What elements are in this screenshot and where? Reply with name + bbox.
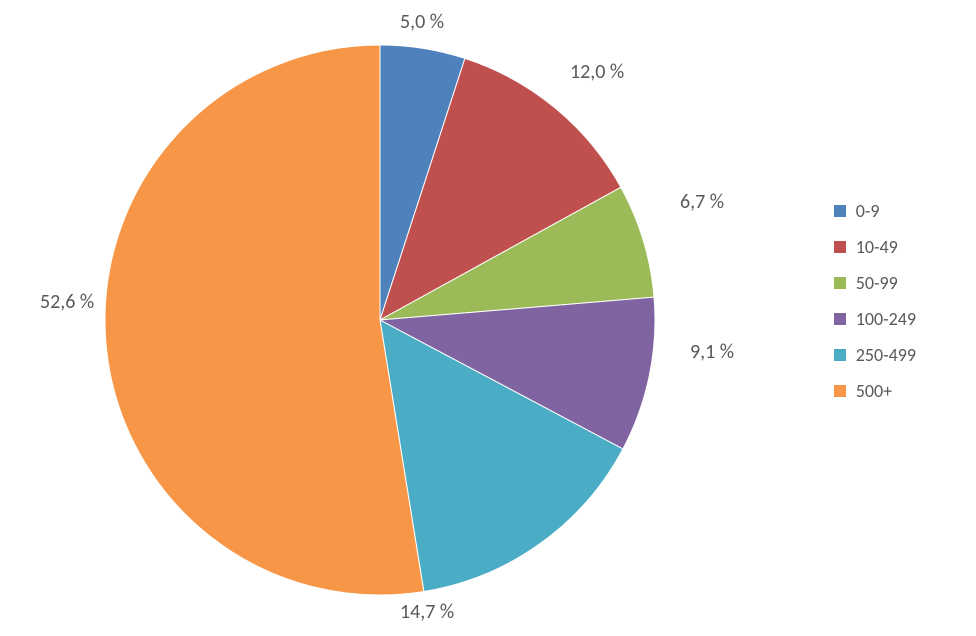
legend-label-50-99: 50-99 [856, 272, 898, 294]
legend-item-250-499: 250-499 [834, 344, 916, 366]
legend-item-50-99: 50-99 [834, 272, 916, 294]
pie-slices-group [105, 45, 655, 595]
legend-swatch-50-99 [834, 277, 846, 289]
legend-item-10-49: 10-49 [834, 236, 916, 258]
legend-label-100-249: 100-249 [856, 308, 916, 330]
legend-swatch-100-249 [834, 313, 846, 325]
pie-chart-svg [0, 0, 976, 636]
slice-label-100-249: 9,1 % [690, 340, 734, 364]
slice-label-50-99: 6,7 % [680, 190, 724, 214]
legend-item-500-plus: 500+ [834, 380, 916, 402]
pie-chart-container: 5,0 % 12,0 % 6,7 % 9,1 % 14,7 % 52,6 % 0… [0, 0, 976, 636]
legend-item-0-9: 0-9 [834, 200, 916, 222]
slice-label-10-49: 12,0 % [570, 60, 624, 84]
legend-swatch-250-499 [834, 349, 846, 361]
legend-label-10-49: 10-49 [856, 236, 898, 258]
slice-label-0-9: 5,0 % [400, 10, 444, 34]
pie-slice-500- [105, 45, 424, 595]
legend-label-250-499: 250-499 [856, 344, 916, 366]
legend-swatch-10-49 [834, 241, 846, 253]
legend-item-100-249: 100-249 [834, 308, 916, 330]
legend-swatch-500-plus [834, 385, 846, 397]
legend: 0-9 10-49 50-99 100-249 250-499 500+ [834, 200, 916, 416]
legend-swatch-0-9 [834, 205, 846, 217]
slice-label-500-plus: 52,6 % [40, 290, 94, 314]
legend-label-500-plus: 500+ [856, 380, 892, 402]
slice-label-250-499: 14,7 % [400, 600, 454, 624]
legend-label-0-9: 0-9 [856, 200, 880, 222]
